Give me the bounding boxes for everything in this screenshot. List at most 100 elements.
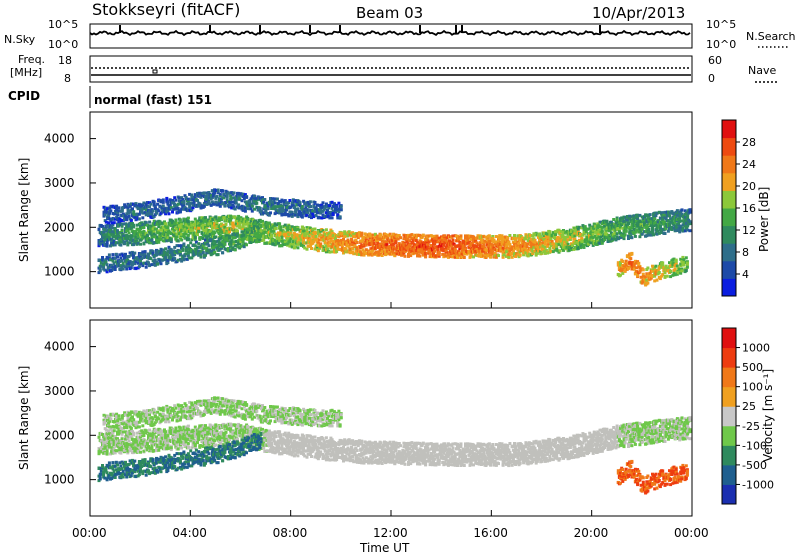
power-cell: [464, 247, 467, 251]
power-cell: [112, 262, 116, 266]
power-cell: [238, 246, 242, 250]
power-cell: [483, 246, 487, 250]
power-cell: [243, 226, 247, 230]
power-cell: [235, 217, 239, 221]
power-cell: [538, 232, 542, 236]
power-cell: [416, 243, 420, 247]
power-cell: [222, 192, 226, 196]
power-cell: [336, 244, 340, 248]
power-cell: [127, 264, 131, 268]
power-cell: [184, 252, 188, 256]
power-cell: [300, 205, 304, 208]
power-cell: [411, 245, 415, 249]
power-cell: [210, 242, 214, 246]
power-cell: [487, 239, 491, 243]
power-cell: [194, 240, 198, 244]
power-cell: [136, 241, 140, 245]
power-cell: [149, 202, 153, 206]
power-cell: [111, 223, 115, 227]
power-cell: [111, 266, 115, 270]
power-cell: [446, 247, 450, 251]
power-cell: [126, 243, 130, 247]
power-cell: [229, 219, 233, 222]
power-cell: [150, 212, 154, 216]
power-cell: [633, 230, 637, 234]
power-cell: [459, 237, 463, 240]
power-cell: [663, 210, 667, 214]
power-cell: [205, 246, 209, 250]
power-cell: [249, 235, 253, 239]
power-cell: [557, 242, 561, 246]
power-cell: [624, 226, 628, 230]
power-cell: [104, 258, 108, 262]
nave-tick-bottom: 0: [708, 72, 715, 85]
power-cell: [314, 231, 318, 235]
power-cell: [517, 242, 521, 245]
power-cell: [216, 246, 220, 249]
power-cell: [522, 253, 526, 257]
power-cell: [548, 247, 552, 250]
power-cell: [334, 237, 337, 241]
power-cell: [173, 228, 177, 232]
power-cell: [289, 237, 293, 241]
power-cell: [501, 235, 505, 239]
power-cell: [135, 213, 139, 217]
power-cell: [116, 213, 120, 217]
power-cell: [166, 253, 170, 257]
power-cell: [159, 237, 163, 241]
power-cell: [351, 250, 355, 254]
power-cell: [654, 214, 658, 218]
power-cell: [141, 236, 145, 240]
power-cell: [180, 259, 184, 263]
power-cell: [204, 225, 207, 229]
power-cell: [206, 193, 210, 197]
power-cell: [197, 242, 201, 246]
power-cell: [540, 238, 544, 242]
power-cell: [273, 223, 277, 227]
power-cell: [600, 230, 604, 234]
power-cell: [242, 245, 246, 249]
power-cell: [632, 214, 636, 218]
power-cell: [105, 244, 109, 248]
power-cell: [429, 244, 433, 247]
power-cell: [106, 211, 109, 214]
power-cell: [657, 211, 661, 215]
power-cell: [546, 251, 550, 255]
power-cell: [196, 199, 199, 203]
power-cell: [105, 242, 109, 246]
power-cell: [600, 229, 604, 233]
power-cell: [214, 240, 218, 244]
power-cell: [620, 233, 624, 237]
power-cell: [132, 254, 136, 257]
power-cell: [302, 244, 306, 248]
power-cell: [248, 237, 252, 241]
power-cell: [282, 203, 286, 207]
power-cell: [637, 223, 641, 227]
power-cell: [649, 233, 653, 237]
power-cell: [191, 206, 195, 210]
power-cell: [115, 209, 119, 213]
power-cell: [620, 235, 624, 239]
power-cell: [348, 240, 352, 244]
power-cell: [462, 256, 466, 259]
power-cell: [566, 242, 570, 246]
power-cell: [481, 249, 485, 253]
power-cell: [150, 263, 154, 267]
power-cell: [166, 226, 170, 230]
power-cell: [677, 222, 681, 226]
power-cell: [214, 200, 218, 204]
power-cell: [241, 243, 245, 247]
power-cell: [464, 234, 467, 238]
power-cell: [136, 261, 140, 265]
power-cell: [384, 253, 388, 257]
power-cell: [240, 238, 244, 242]
power-cell: [430, 235, 434, 238]
power-cell: [215, 194, 219, 198]
power-cell: [196, 233, 199, 237]
power-cell: [589, 241, 593, 245]
power-cell: [555, 241, 559, 245]
power-cell: [320, 236, 324, 240]
power-cell: [454, 252, 458, 255]
power-cell: [296, 227, 300, 231]
power-cell: [199, 195, 203, 199]
